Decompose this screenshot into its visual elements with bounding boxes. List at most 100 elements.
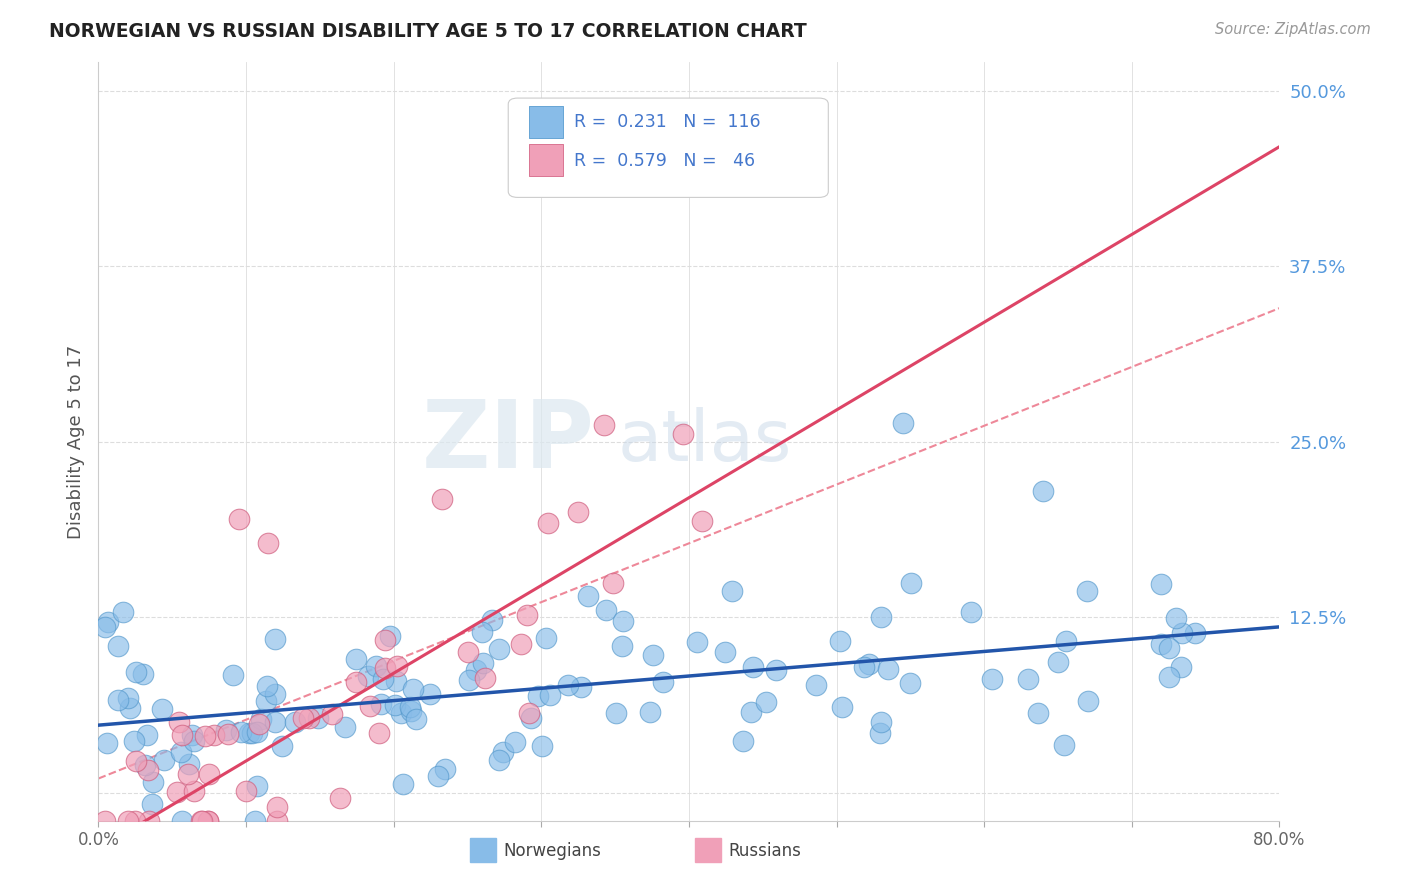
Point	[1076, 584, 1098, 599]
Point	[1157, 670, 1180, 684]
Point	[519, 710, 541, 724]
Point	[231, 724, 253, 739]
Point	[298, 711, 321, 725]
Point	[1054, 633, 1077, 648]
Point	[134, 757, 156, 772]
Point	[120, 700, 142, 714]
Point	[96, 737, 118, 751]
Point	[1018, 673, 1040, 687]
Bar	[530, 145, 562, 177]
Point	[537, 516, 560, 530]
Point	[612, 639, 634, 653]
Point	[183, 784, 205, 798]
Point	[869, 715, 891, 730]
Point	[222, 668, 245, 682]
Point	[364, 659, 387, 673]
Point	[197, 814, 219, 828]
Point	[117, 814, 139, 828]
Point	[131, 667, 153, 681]
Point	[198, 767, 221, 781]
Point	[153, 753, 176, 767]
Text: NORWEGIAN VS RUSSIAN DISABILITY AGE 5 TO 17 CORRELATION CHART: NORWEGIAN VS RUSSIAN DISABILITY AGE 5 TO…	[49, 22, 807, 41]
Point	[869, 726, 891, 740]
Point	[740, 705, 762, 719]
Point	[344, 652, 367, 666]
Point	[1026, 706, 1049, 720]
Point	[592, 418, 614, 433]
Point	[471, 625, 494, 640]
Text: R =  0.579   N =   46: R = 0.579 N = 46	[575, 152, 755, 169]
Point	[595, 602, 617, 616]
Point	[765, 664, 787, 678]
Point	[368, 726, 391, 740]
Bar	[471, 838, 496, 863]
Point	[370, 697, 392, 711]
Point	[264, 687, 287, 701]
Point	[602, 576, 624, 591]
Point	[1077, 694, 1099, 708]
Point	[170, 745, 193, 759]
Point	[1166, 611, 1188, 625]
Point	[399, 699, 422, 714]
Point	[640, 705, 662, 719]
Point	[1053, 738, 1076, 752]
Point	[534, 631, 557, 645]
FancyBboxPatch shape	[508, 98, 828, 197]
Point	[516, 607, 538, 622]
Point	[191, 814, 214, 828]
Bar	[530, 106, 562, 138]
Point	[243, 814, 266, 828]
Point	[652, 674, 675, 689]
Point	[755, 694, 778, 708]
Point	[170, 728, 193, 742]
Point	[385, 674, 408, 689]
Point	[387, 659, 409, 673]
Point	[1150, 577, 1173, 591]
Point	[959, 605, 981, 619]
Point	[488, 641, 510, 656]
Point	[94, 620, 117, 634]
Bar	[530, 145, 562, 177]
Point	[257, 535, 280, 549]
Point	[250, 712, 273, 726]
Point	[900, 576, 922, 591]
Point	[266, 814, 288, 828]
Point	[530, 739, 553, 753]
Point	[981, 673, 1004, 687]
Point	[190, 814, 212, 828]
Point	[246, 725, 269, 739]
Point	[107, 692, 129, 706]
Point	[389, 706, 412, 721]
Point	[733, 733, 755, 747]
Point	[122, 734, 145, 748]
Point	[256, 679, 278, 693]
Point	[138, 814, 160, 828]
Point	[567, 505, 589, 519]
Point	[371, 673, 394, 687]
Point	[870, 610, 893, 624]
Point	[392, 777, 415, 791]
Point	[335, 720, 357, 734]
Point	[172, 814, 194, 828]
Text: Russians: Russians	[728, 842, 801, 860]
Text: atlas: atlas	[619, 407, 793, 476]
Point	[517, 706, 540, 720]
Point	[107, 640, 129, 654]
Point	[177, 757, 200, 772]
Point	[828, 634, 851, 648]
Point	[685, 635, 707, 649]
Point	[853, 659, 876, 673]
Point	[720, 583, 742, 598]
Point	[419, 687, 441, 701]
Point	[197, 814, 219, 828]
Point	[384, 698, 406, 713]
Point	[1184, 625, 1206, 640]
Point	[217, 726, 239, 740]
Point	[284, 714, 307, 729]
Point	[557, 678, 579, 692]
Point	[357, 669, 380, 683]
Point	[125, 754, 148, 768]
Point	[329, 790, 352, 805]
Point	[399, 705, 422, 719]
Point	[527, 689, 550, 703]
